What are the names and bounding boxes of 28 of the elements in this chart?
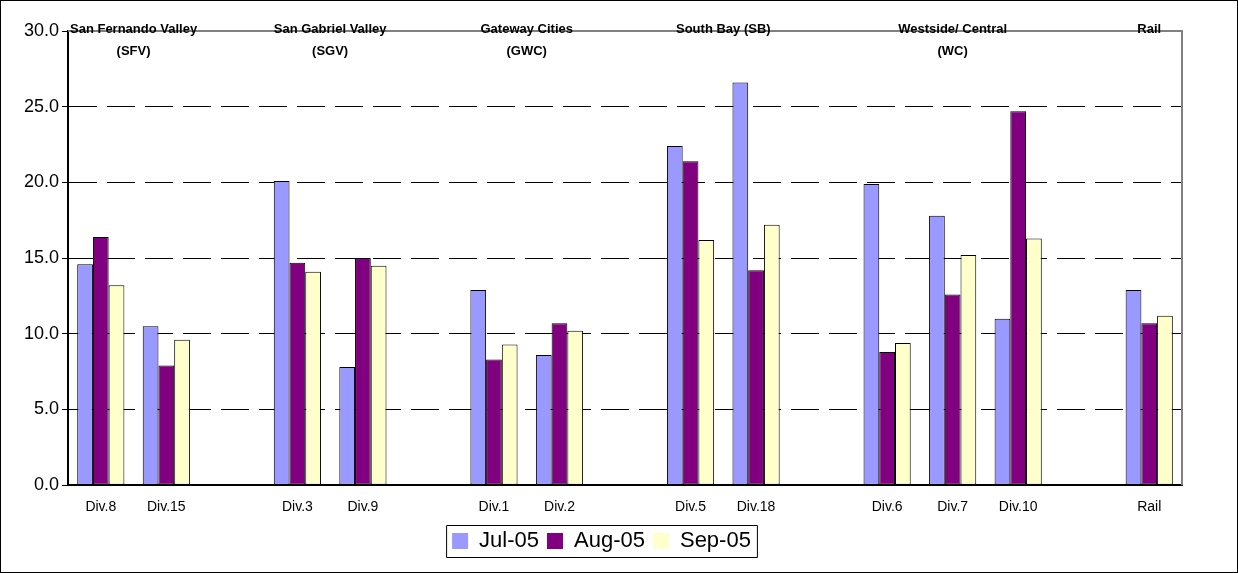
legend-label: Aug-05 xyxy=(574,527,645,553)
x-tick-label: Div.2 xyxy=(544,498,576,515)
y-tick-label: 15.0 xyxy=(23,247,60,268)
x-tick-label: Div.8 xyxy=(85,498,117,515)
x-tick-label: Div.9 xyxy=(347,498,379,515)
annotation: South Bay (SB) xyxy=(676,20,771,36)
annotation: Rail xyxy=(1137,20,1162,36)
x-tick-label: Rail xyxy=(1137,498,1162,515)
legend-label: Jul-05 xyxy=(479,527,540,553)
annotation: San Gabriel Valley (SGV) xyxy=(273,20,388,58)
x-tick-label: Div.10 xyxy=(998,498,1038,515)
x-tick-label: Div.15 xyxy=(147,498,186,515)
y-tick-label: 25.0 xyxy=(23,95,60,116)
y-tick-label: 20.0 xyxy=(23,171,60,192)
x-tick-label: Div.7 xyxy=(937,498,969,515)
y-tick-label: 5.0 xyxy=(34,398,60,419)
x-tick-label: Div.6 xyxy=(871,498,903,515)
x-tick-label: Div.3 xyxy=(281,498,314,515)
y-tick-label: 0.0 xyxy=(34,474,60,495)
legend-label: Sep-05 xyxy=(679,527,751,553)
y-tick-label: 30.0 xyxy=(23,19,60,40)
annotation: Westside/ Central (WC) xyxy=(898,20,1008,58)
annotation: San Fernando Valley (SFV) xyxy=(69,20,198,58)
annotation: Gateway Cities (GWC) xyxy=(480,20,573,58)
x-tick-label: Div.5 xyxy=(675,498,707,515)
x-tick-label: Div.1 xyxy=(478,498,510,515)
x-tick-label: Div.18 xyxy=(736,498,776,515)
y-tick-label: 10.0 xyxy=(23,322,60,343)
